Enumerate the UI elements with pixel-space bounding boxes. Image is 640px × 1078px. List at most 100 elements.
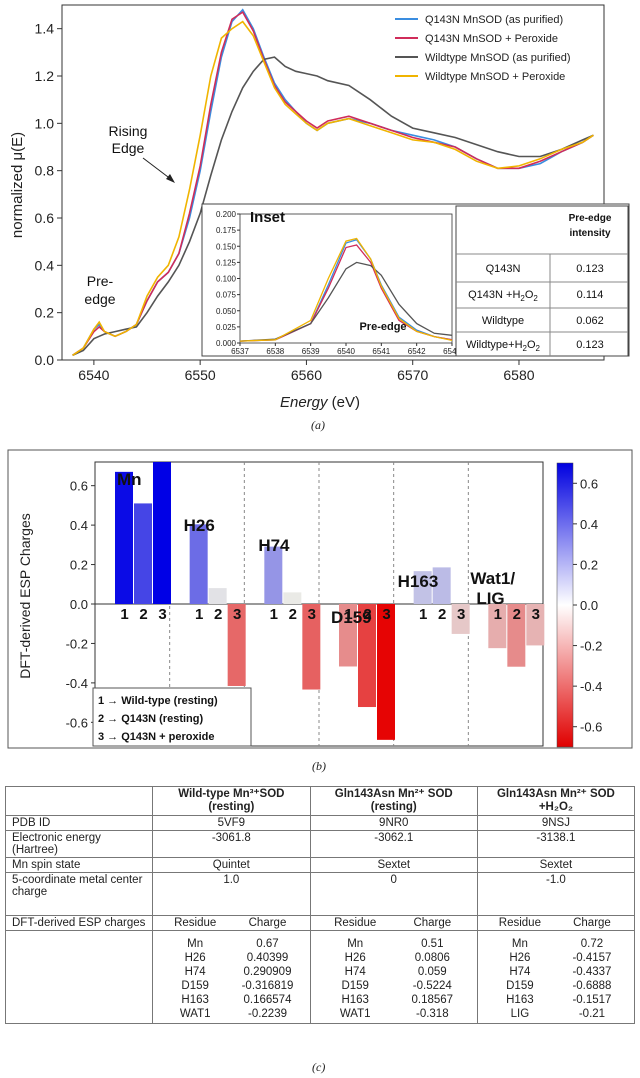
sample-sub2: 2 — [533, 294, 538, 303]
bar-index-label: 1 — [270, 606, 278, 623]
bar — [339, 604, 357, 667]
group-label: Mn — [117, 470, 142, 489]
bar — [377, 604, 395, 740]
x-tick-label: 6550 — [185, 367, 216, 383]
bar-index-label: 3 — [233, 606, 241, 623]
group-label: H74 — [258, 536, 290, 555]
bar — [358, 604, 376, 708]
sample-tail: O — [527, 339, 536, 351]
group-label: H26 — [184, 516, 215, 535]
charge-value: 0.40399 — [246, 952, 289, 964]
x-tick-label: 6540 — [78, 367, 109, 383]
residue-name: WAT1 — [339, 1008, 371, 1020]
legend-label: Wildtype MnSOD (as purified) — [425, 52, 571, 64]
row-label-spin: Mn spin state — [5, 857, 153, 873]
inset-y-tick-label: 0.125 — [216, 258, 237, 267]
bar-index-label: 3 — [532, 606, 540, 623]
row-label-coord: 5-coordinate metal center charge — [5, 872, 153, 916]
y-tick-label: 0.0 — [70, 597, 88, 612]
x-axis-label-unit: (eV) — [328, 394, 361, 411]
residue-name: H26 — [344, 952, 366, 964]
inset-y-tick-label: 0.050 — [216, 307, 237, 316]
pre-edge-table-header-1: Pre-edge — [569, 213, 612, 224]
bar — [283, 592, 302, 604]
bar — [432, 567, 451, 604]
bar — [302, 604, 321, 690]
row-label-esp: DFT-derived ESP charges — [5, 915, 153, 931]
inset-y-tick-label: 0.000 — [216, 339, 237, 348]
charge-value: 0.72 — [580, 938, 604, 950]
colorbar-tick-label: -0.4 — [580, 679, 602, 694]
x-axis-label-main: Energy — [280, 394, 329, 411]
y-axis-label: DFT-derived ESP Charges — [17, 513, 33, 678]
sub-header: Residue Charge — [309, 915, 478, 931]
y-tick-label: 1.4 — [35, 21, 55, 37]
table-sample: Q143N — [486, 263, 521, 275]
pdb-id: 9NR0 — [309, 815, 478, 831]
bar — [526, 604, 545, 646]
bar — [189, 524, 208, 604]
charge-value: -0.5224 — [412, 980, 452, 992]
energy-value: -3138.1 — [476, 830, 636, 858]
bar — [227, 604, 246, 686]
bar-index-label: 2 — [513, 606, 521, 623]
row-label-energy: Electronic energy (Hartree) — [5, 830, 153, 858]
bar-index-label: 1 — [195, 606, 203, 623]
y-tick-label: 0.4 — [35, 257, 55, 273]
pre-edge-table-header-2: intensity — [569, 228, 611, 239]
residue-name: H74 — [509, 966, 531, 978]
x-tick-label: 6570 — [397, 367, 428, 383]
inset-x-tick-label: 6539 — [302, 347, 320, 356]
y-tick-label: -0.2 — [66, 636, 88, 651]
residue-name: H26 — [184, 952, 206, 964]
sample-sub2: 2 — [536, 344, 541, 353]
y-tick-label: 1.2 — [35, 68, 55, 84]
coord-value: -1.0 — [476, 872, 636, 916]
residue-name: H163 — [506, 994, 534, 1006]
sub-header: Residue Charge — [476, 915, 636, 931]
residue-name: H74 — [184, 966, 206, 978]
bar-index-label: 2 — [363, 606, 371, 623]
sample-sub: 2 — [523, 344, 528, 353]
bar-index-label: 3 — [382, 606, 390, 623]
legend-label: Q143N MnSOD (as purified) — [425, 14, 563, 26]
charge-value: -0.318 — [415, 1008, 449, 1020]
bar-index-label: 2 — [438, 606, 446, 623]
inset-y-tick-label: 0.150 — [216, 242, 237, 251]
bar-index-label: 1 — [344, 606, 352, 623]
coord-value: 0 — [309, 872, 478, 916]
inset-title: Inset — [250, 209, 285, 226]
charge-value: -0.1517 — [572, 994, 612, 1006]
inset-pre-edge-label: Pre-edge — [359, 321, 406, 333]
y-tick-label: 0.2 — [35, 305, 55, 321]
inset-series-line — [239, 237, 453, 342]
charges-cell: Mn H26 H74 D159 H163 WAT1 0.67 0.40399 0.290909 -… — [152, 930, 311, 1024]
table-value: 0.123 — [576, 263, 604, 275]
table-sample: Wildtype+H2O2 — [466, 339, 541, 353]
charge-value: 0.67 — [256, 938, 279, 950]
bar — [134, 503, 152, 604]
y-tick-label: -0.6 — [66, 715, 88, 730]
dft-results-table: Wild-type Mn³⁺SOD (resting) Gln143Asn Mn… — [5, 786, 636, 1024]
rising-edge-label-1: Rising — [109, 123, 148, 139]
charge-value: 0.290909 — [243, 966, 292, 978]
inset-y-tick-label: 0.025 — [216, 323, 237, 332]
residue-name: Mn — [187, 938, 204, 950]
x-axis-label: Energy (eV) — [280, 394, 360, 411]
energy-value: -3061.8 — [152, 830, 311, 858]
charge-header: Charge — [573, 917, 611, 929]
y-tick-label: 0.6 — [70, 479, 88, 494]
pre-edge-label-2: edge — [84, 291, 115, 307]
bar — [413, 571, 432, 604]
charge-header: Charge — [248, 917, 287, 929]
charge-value: -0.6888 — [572, 980, 612, 992]
charge-value: 0.18567 — [411, 994, 454, 1006]
residue-name: H74 — [344, 966, 366, 978]
bar — [451, 604, 470, 634]
energy-value: -3062.1 — [309, 830, 478, 858]
group-label: D159 — [331, 608, 372, 627]
colorbar — [556, 462, 574, 748]
legend-label: Q143N MnSOD + Peroxide — [425, 33, 558, 45]
legend-label: Wildtype MnSOD + Peroxide — [425, 71, 565, 83]
